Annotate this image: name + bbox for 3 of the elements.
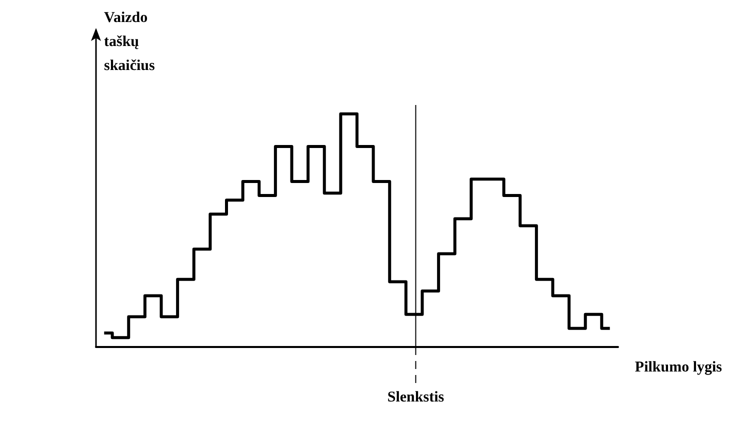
text: Slenkstis — [387, 390, 444, 406]
x-axis-title: Pilkumo lygis — [634, 360, 722, 376]
y-axis-title: Vaizdo taškų skaičius — [104, 10, 156, 74]
